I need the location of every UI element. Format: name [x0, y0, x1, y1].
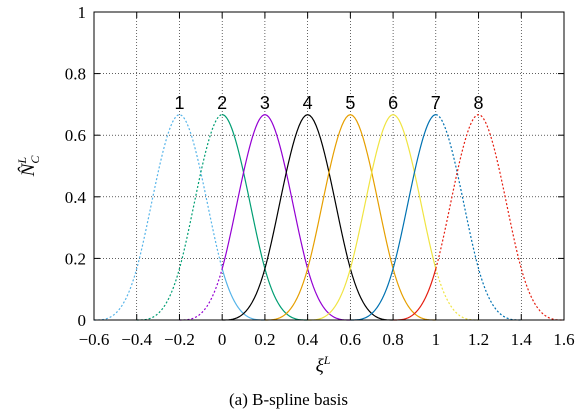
x-tick-label: 0: [218, 330, 227, 349]
series-label-6: 6: [388, 93, 398, 113]
y-tick-label: 0.8: [65, 65, 86, 84]
basis-curve-7-right-extension: [435, 114, 522, 321]
figure-caption: (a) B-spline basis: [229, 390, 348, 409]
x-axis-label-sup: L: [323, 353, 331, 367]
y-axis-label-sup: L: [15, 157, 29, 165]
y-tick-label: 1: [78, 3, 87, 22]
basis-curve-3-left-extension: [179, 268, 223, 321]
x-tick-label: 0.6: [340, 330, 361, 349]
y-axis-label-sub: C: [28, 155, 42, 164]
series-label-5: 5: [345, 93, 355, 113]
basis-curve-8-domain: [393, 268, 437, 321]
x-tick-label: 1: [432, 330, 441, 349]
plot-frame: [93, 11, 565, 321]
series-label-1: 1: [174, 93, 184, 113]
basis-curve-5-domain: [264, 114, 436, 321]
y-axis-label-main: N̂: [18, 162, 39, 177]
basis-curve-4-domain: [222, 114, 394, 321]
x-axis-label: ξL: [316, 353, 331, 377]
x-axis-label-main: ξ: [316, 356, 325, 377]
y-tick-label: 0.6: [65, 126, 86, 145]
x-tick-label: 1.6: [553, 330, 574, 349]
x-tick-label: 1.4: [511, 330, 533, 349]
grid-lines: [94, 12, 564, 320]
x-tick-label: −0.6: [79, 330, 110, 349]
basis-curve-7-domain: [350, 114, 436, 321]
basis-curve-8-right-extension: [435, 114, 564, 321]
series-labels: 1 2 3 4 5 6 7 8: [174, 93, 483, 113]
basis-curves: [94, 114, 564, 321]
basis-curve-2-left-extension: [136, 114, 223, 321]
y-tick-label: 0: [78, 311, 87, 330]
x-tick-label: −0.4: [121, 330, 152, 349]
x-tick-label: 0.4: [297, 330, 319, 349]
series-label-7: 7: [431, 93, 441, 113]
axis-ticks: [93, 11, 565, 321]
series-label-8: 8: [474, 93, 484, 113]
y-axis-label: N̂CL: [15, 155, 42, 178]
tick-labels: −0.6 −0.4 −0.2 0 0.2 0.4 0.6 0.8 1 1.2 1.4 1.6 0 0.2 0…: [65, 3, 575, 349]
x-tick-label: −0.2: [164, 330, 195, 349]
series-label-3: 3: [260, 93, 270, 113]
basis-curve-6-domain: [307, 114, 437, 321]
basis-curve-3-domain: [221, 114, 351, 321]
basis-curve-1-domain: [221, 268, 265, 321]
x-tick-label: 0.8: [382, 330, 403, 349]
x-tick-label: 0.2: [254, 330, 275, 349]
basis-curve-6-right-extension: [435, 268, 479, 321]
y-tick-label: 0.2: [65, 249, 86, 268]
basis-curve-1-left-extension: [94, 114, 223, 321]
series-label-2: 2: [217, 93, 227, 113]
series-label-4: 4: [303, 93, 313, 113]
basis-curve-2-domain: [222, 114, 308, 321]
y-tick-label: 0.4: [65, 188, 87, 207]
x-tick-label: 1.2: [468, 330, 489, 349]
